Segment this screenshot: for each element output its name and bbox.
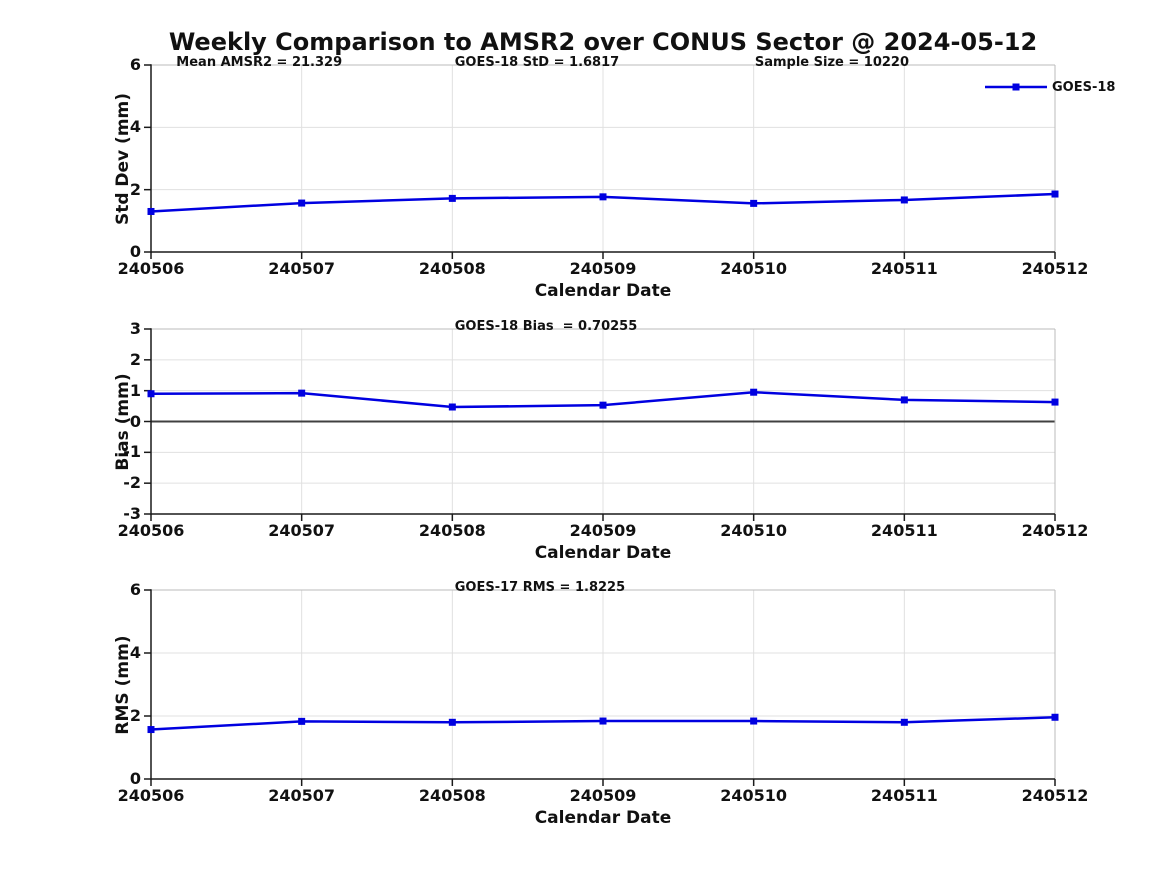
x-axis-label: Calendar Date (534, 281, 672, 301)
data-point-marker (298, 717, 306, 725)
x-tick-label: 240509 (569, 786, 637, 805)
data-point-marker (147, 390, 155, 398)
data-point-marker (448, 718, 456, 726)
data-point-marker (750, 388, 758, 396)
plot-annotation: GOES-18 Bias = 0.70255 (454, 319, 638, 334)
data-point-marker (750, 199, 758, 207)
x-tick-label: 240510 (720, 259, 788, 278)
y-tick-label: 6 (129, 55, 141, 74)
y-tick-label: 0 (129, 769, 141, 788)
x-tick-label: 240512 (1021, 786, 1089, 805)
y-tick-label: 2 (129, 349, 141, 369)
x-tick-label: 240508 (418, 786, 486, 805)
y-tick-label: -2 (123, 473, 141, 493)
y-tick-label: 0 (129, 411, 141, 431)
x-tick-label: 240509 (569, 521, 637, 540)
x-axis-label: Calendar Date (534, 808, 672, 828)
legend-glyph (985, 83, 1047, 91)
y-tick-label: -3 (123, 504, 141, 523)
y-tick-label: 6 (129, 580, 141, 599)
y-tick-label: 4 (129, 117, 141, 137)
y-tick-label: 0 (129, 242, 141, 261)
x-axis-label: Calendar Date (534, 543, 672, 563)
x-tick-label: 240511 (870, 521, 938, 540)
x-tick-label: 240507 (268, 521, 336, 540)
data-point-marker (147, 726, 155, 734)
data-point-marker (900, 718, 908, 726)
data-point-marker (599, 193, 607, 201)
x-tick-label: 240511 (870, 786, 938, 805)
y-tick-label: 2 (129, 179, 141, 199)
data-point-marker (298, 199, 306, 207)
x-tick-label: 240512 (1021, 521, 1089, 540)
data-point-marker (1051, 398, 1059, 406)
y-axis-label: RMS (mm) (113, 634, 133, 735)
legend-label: GOES-18 (1052, 80, 1116, 95)
x-tick-label: 240506 (117, 786, 185, 805)
x-tick-label: 240512 (1021, 259, 1089, 278)
plot-annotation: GOES-17 RMS = 1.8225 (454, 580, 626, 595)
y-tick-label: 4 (129, 643, 141, 662)
x-tick-label: 240507 (268, 259, 336, 278)
chart-title: Weekly Comparison to AMSR2 over CONUS Se… (168, 28, 1038, 56)
data-point-marker (599, 401, 607, 409)
data-point-marker (147, 207, 155, 215)
data-point-marker (298, 389, 306, 397)
legend-marker-icon (1012, 83, 1020, 91)
data-point-marker (750, 717, 758, 725)
x-tick-label: 240510 (720, 521, 788, 540)
x-tick-label: 240510 (720, 786, 788, 805)
plot-annotation: Mean AMSR2 = 21.329 (176, 55, 343, 70)
y-tick-label: 1 (129, 380, 141, 400)
y-tick-label: -1 (123, 442, 141, 462)
data-point-marker (448, 403, 456, 411)
x-tick-label: 240506 (117, 259, 185, 278)
x-tick-label: 240508 (418, 259, 486, 278)
y-tick-label: 2 (129, 706, 141, 725)
x-tick-label: 240507 (268, 786, 336, 805)
data-point-marker (448, 194, 456, 202)
y-tick-label: 3 (129, 319, 141, 338)
x-tick-label: 240511 (870, 259, 938, 278)
y-axis-label: Bias (mm) (113, 372, 133, 471)
data-point-marker (900, 396, 908, 404)
x-tick-label: 240506 (117, 521, 185, 540)
x-tick-label: 240509 (569, 259, 637, 278)
data-point-marker (1051, 190, 1059, 198)
y-axis-label: Std Dev (mm) (113, 92, 133, 225)
data-point-marker (900, 196, 908, 204)
plot-annotation: GOES-18 StD = 1.6817 (454, 55, 620, 70)
plot-annotation: Sample Size = 10220 (754, 55, 910, 70)
data-point-marker (599, 717, 607, 725)
x-tick-label: 240508 (418, 521, 486, 540)
data-point-marker (1051, 713, 1059, 721)
